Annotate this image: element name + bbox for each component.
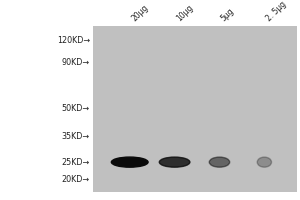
- Text: 35KD→: 35KD→: [62, 132, 90, 141]
- Text: 20μg: 20μg: [130, 3, 150, 23]
- Text: 90KD→: 90KD→: [62, 58, 90, 67]
- Text: 120KD→: 120KD→: [57, 36, 90, 45]
- Text: 5μg: 5μg: [220, 6, 236, 23]
- Text: 10μg: 10μg: [175, 3, 195, 23]
- Text: 20KD→: 20KD→: [62, 175, 90, 184]
- Ellipse shape: [257, 157, 272, 167]
- Ellipse shape: [159, 157, 190, 167]
- Text: 25KD→: 25KD→: [62, 158, 90, 167]
- Text: 50KD→: 50KD→: [62, 104, 90, 113]
- Ellipse shape: [209, 157, 230, 167]
- Ellipse shape: [111, 157, 148, 167]
- Text: 2. 5μg: 2. 5μg: [264, 0, 288, 23]
